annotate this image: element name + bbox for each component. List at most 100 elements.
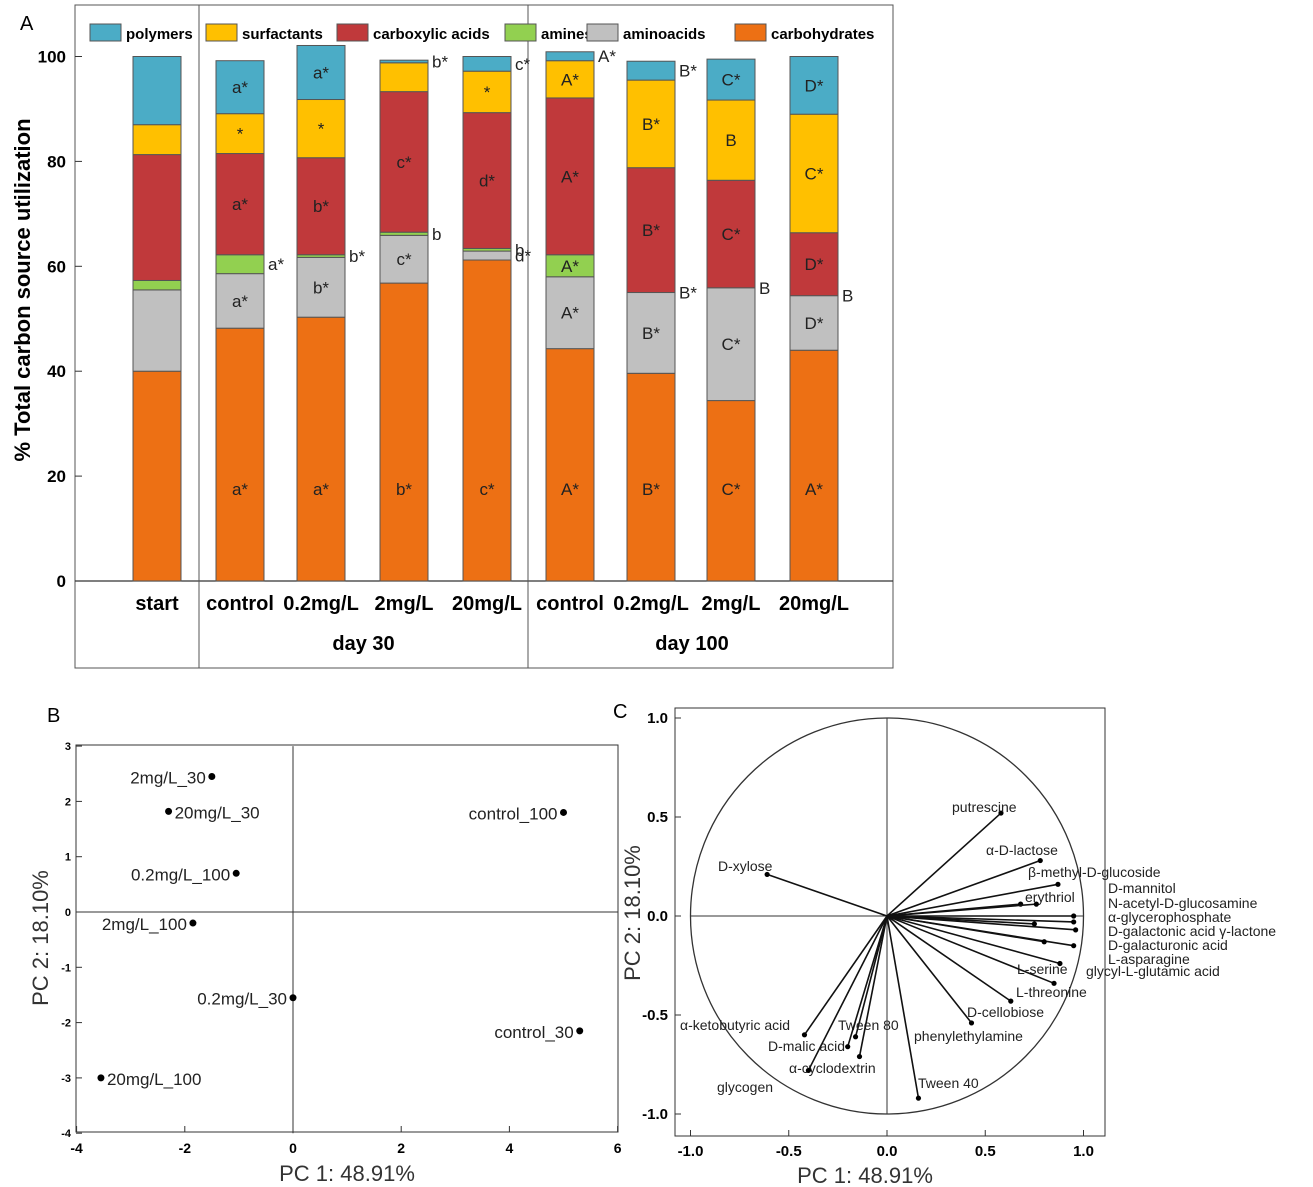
y-tick-label: 0 [65,907,71,919]
plot-frame-b [75,744,619,1133]
zero-lines [76,746,618,1134]
bar-annotation: a* [268,255,284,274]
score-point [232,869,240,877]
bar-segment-carbohydrates [132,370,182,582]
y-tick-label: -4 [61,1128,72,1140]
loading-point [1037,857,1043,864]
bar-segment-surfactants [789,113,839,234]
loading-point [1073,927,1079,933]
loading-vector [766,873,888,917]
y-axis-ticks: 0 20 40 60 80 100 [38,48,82,591]
loading-vector [886,915,1045,943]
score-point [97,1074,105,1082]
bar-annotation: A* [561,167,579,186]
bar-segment-carboxylic-acids [215,153,265,256]
panel-label-c: C [613,701,627,723]
loading-point [998,810,1004,816]
bar-annotation: C* [722,480,741,499]
y-tick-label: 60 [47,257,66,276]
axis-ticks-b: -4 -2 0 2 4 6 -4 -3 -2 -1 0 1 2 3 [61,741,621,1156]
x-tick-label: 1.0 [1073,1143,1094,1160]
loading-vector [886,915,1055,985]
category-label: 20mg/L [779,593,849,615]
loading-vector [846,915,888,1047]
bar-segment-aminoacids [706,287,756,402]
group-label: day 100 [655,633,728,655]
loading-label: L-asparagine [1108,951,1190,967]
bar-annotation: B [759,279,770,298]
loading-label: α-glycerophosphate [1108,909,1231,925]
bar-annotation: B* [642,115,660,134]
score-point-label: 2mg/L_30 [130,769,206,788]
bar-annotation: B [842,287,853,306]
score-point [560,808,567,816]
legend-label: carboxylic acids [373,26,490,43]
bar-segment-carboxylic-acids [706,179,756,289]
loading-point [856,1053,863,1060]
bar-annotation: C* [722,71,741,90]
loading-label: α-cyclodextrin [789,1060,876,1076]
bar-annotation: B* [679,62,697,81]
x-tick-label: 0.5 [975,1143,996,1160]
x-axis-label-b: PC 1: 48.91% [279,1161,415,1186]
bar-segment-carbohydrates [545,348,595,582]
bar-annotation: b* [349,247,365,266]
y-tick-label: -1 [61,962,71,974]
bar-annotation: d* [515,247,531,266]
x-tick-label: -0.5 [776,1143,802,1160]
legend-label: amines [541,26,593,43]
category-label: 20mg/L [452,593,522,615]
bar-annotation: a* [232,292,248,311]
bar-segment-carboxylic-acids [545,97,595,256]
score-point-label: 2mg/L_100 [102,915,187,934]
score-point-label: 0.2mg/L_100 [131,865,230,884]
x-tick-label: 0 [289,1140,297,1156]
loading-vector [886,915,1012,1002]
bar-segment-carboxylic-acids [626,167,676,294]
y-tick-label: 2 [65,796,71,808]
bar-segment-surfactants [215,113,265,155]
loading-label: glycogen [717,1079,773,1095]
bar-annotation: d* [479,172,495,191]
score-point-label: control_30 [494,1023,573,1042]
loading-label: glycyl-L-glutamic acid [1086,963,1220,979]
bar-annotations: a*a*a*a**a*a*b*b*b**a*b*c*bc*b*c*d*bd**c… [232,47,853,499]
bar-segment-amines [215,254,265,275]
loading-point [1033,901,1039,907]
bar-segment-polymers [296,44,346,101]
loading-point [764,871,770,878]
category-label: control [536,593,604,615]
plot-frame-c [674,707,1106,1137]
loading-point [1051,980,1057,986]
y-axis-label-c: PC 2: 18.10% [620,845,645,981]
bar-segment-carbohydrates [462,259,512,582]
loading-point [852,1034,859,1040]
bar-segment-aminoacids [626,292,676,374]
x-axis-label-c: PC 1: 48.91% [797,1163,933,1187]
loading-point [1055,881,1061,887]
loading-label: D-galacturonic acid [1108,937,1228,953]
bar-annotation: B* [642,480,660,499]
bar-annotation: A* [561,257,579,276]
bar-annotation: a* [313,63,329,82]
x-tick-label: 6 [614,1140,622,1156]
score-point [576,1027,584,1035]
bar-segment-carbohydrates [789,349,839,582]
bar-annotation: C* [805,164,824,183]
legend-label: carbohydrates [771,26,874,43]
bar-annotation: D* [805,76,824,95]
bar-segment-aminoacids [462,250,512,261]
bar-segment-aminoacids [379,234,429,284]
bar-annotation: c* [515,55,531,74]
panel-label-a: A [20,13,34,35]
y-tick-label: 0 [57,572,66,591]
x-tick-label: 2 [397,1140,405,1156]
loading-label: α-ketobutyric acid [680,1017,790,1033]
legend-label: surfactants [242,26,323,43]
bar-segment-aminoacids [296,256,346,318]
y-tick-label: -0.5 [642,1007,668,1024]
bar-segment-carbohydrates [379,282,429,582]
category-label: 2mg/L [375,593,434,615]
loading-vector [803,915,888,1036]
bar-annotation: B* [642,324,660,343]
